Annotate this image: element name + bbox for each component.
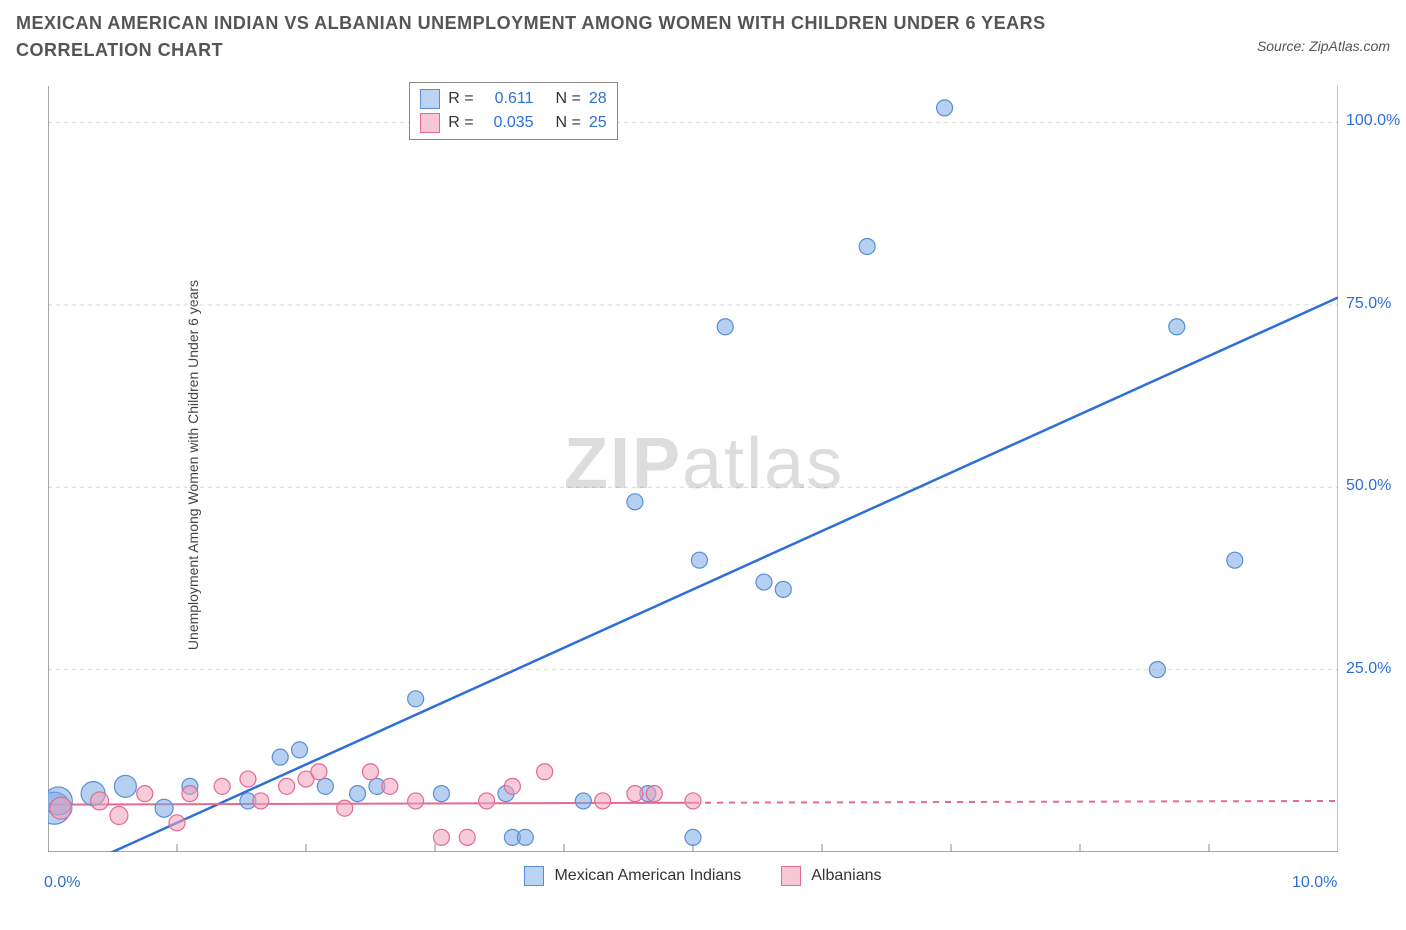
n-value: 28 <box>589 90 607 108</box>
y-tick-label: 25.0% <box>1346 660 1391 678</box>
source-label: Source: ZipAtlas.com <box>1257 38 1390 54</box>
y-tick-label: 50.0% <box>1346 477 1391 495</box>
legend-swatch <box>420 89 440 109</box>
chart-title: MEXICAN AMERICAN INDIAN VS ALBANIAN UNEM… <box>16 10 1116 64</box>
legend-item: Albanians <box>781 866 881 886</box>
x-tick-label: 10.0% <box>1292 874 1337 892</box>
legend-label: Albanians <box>811 867 881 885</box>
r-label: R = <box>448 114 473 132</box>
scatter-plot <box>48 86 1338 852</box>
legend-swatch <box>524 866 544 886</box>
y-tick-label: 75.0% <box>1346 295 1391 313</box>
stats-legend-row: R = 0.611 N = 28 <box>420 87 606 111</box>
series-legend: Mexican American Indians Albanians <box>0 866 1406 886</box>
n-value: 25 <box>589 114 607 132</box>
stats-legend-row: R = 0.035 N = 25 <box>420 111 606 135</box>
stats-legend: R = 0.611 N = 28 R = 0.035 N = 25 <box>409 82 617 140</box>
legend-label: Mexican American Indians <box>554 867 741 885</box>
n-label: N = <box>556 114 581 132</box>
legend-swatch <box>420 113 440 133</box>
legend-swatch <box>781 866 801 886</box>
r-value: 0.611 <box>482 90 534 108</box>
y-tick-label: 100.0% <box>1346 112 1400 130</box>
r-value: 0.035 <box>482 114 534 132</box>
r-label: R = <box>448 90 473 108</box>
legend-item: Mexican American Indians <box>524 866 741 886</box>
n-label: N = <box>556 90 581 108</box>
x-tick-label: 0.0% <box>44 874 80 892</box>
